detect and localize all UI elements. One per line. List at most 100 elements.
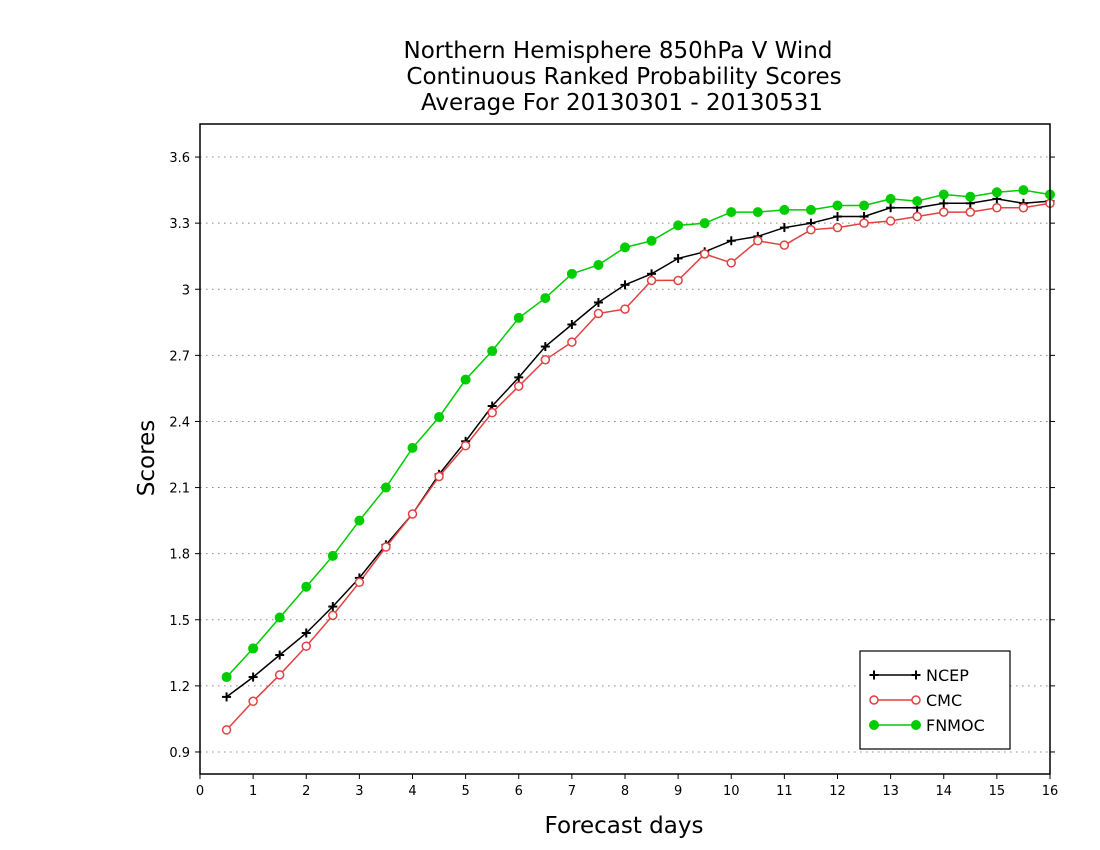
chart-title: Northern Hemisphere 850hPa V Wind Contin… bbox=[404, 38, 842, 116]
data-point-cmc bbox=[885, 216, 896, 226]
data-point-cmc bbox=[1018, 202, 1029, 213]
title-line-1: Northern Hemisphere 850hPa V Wind bbox=[404, 38, 833, 64]
data-point-ncep bbox=[567, 320, 577, 330]
data-point-fnmoc bbox=[221, 672, 232, 683]
data-point-cmc bbox=[673, 275, 683, 286]
title-line-2: Continuous Ranked Probability Scores bbox=[406, 64, 841, 90]
x-tick-label: 3 bbox=[355, 784, 363, 799]
title-line-3: Average For 20130301 - 20130531 bbox=[421, 90, 823, 116]
x-tick-label: 13 bbox=[882, 784, 899, 799]
data-point-ncep bbox=[779, 223, 789, 233]
series-line-ncep bbox=[226, 198, 1051, 698]
legend-label-ncep: NCEP bbox=[926, 666, 969, 685]
data-point-fnmoc bbox=[991, 187, 1002, 198]
x-tick-label: 16 bbox=[1042, 784, 1059, 799]
data-point-fnmoc bbox=[965, 191, 976, 202]
data-point-cmc bbox=[832, 222, 843, 233]
data-point-ncep bbox=[886, 203, 896, 213]
y-tick-label: 2.1 bbox=[169, 482, 190, 497]
data-point-fnmoc bbox=[487, 345, 498, 356]
legend-marker-ncep bbox=[869, 670, 879, 680]
data-point-ncep bbox=[275, 650, 285, 660]
data-point-cmc bbox=[248, 696, 258, 707]
data-point-fnmoc bbox=[460, 374, 471, 385]
data-point-fnmoc bbox=[885, 193, 896, 204]
data-point-cmc bbox=[407, 509, 418, 519]
data-point-fnmoc bbox=[1018, 185, 1029, 196]
data-point-ncep bbox=[328, 602, 338, 612]
x-tick-label: 12 bbox=[829, 784, 846, 799]
y-tick-label: 1.2 bbox=[169, 680, 190, 695]
data-point-cmc bbox=[593, 308, 604, 319]
x-tick-label: 14 bbox=[935, 784, 952, 799]
data-point-cmc bbox=[620, 304, 630, 314]
legend-item-cmc: CMC bbox=[869, 691, 962, 710]
data-point-fnmoc bbox=[274, 612, 285, 623]
data-point-fnmoc bbox=[540, 293, 551, 304]
data-point-fnmoc bbox=[752, 207, 763, 218]
data-point-fnmoc bbox=[593, 260, 604, 271]
data-point-cmc bbox=[514, 381, 524, 391]
data-point-cmc bbox=[274, 670, 285, 680]
data-point-fnmoc bbox=[726, 207, 737, 218]
series-points-cmc bbox=[221, 198, 1055, 735]
legend-item-fnmoc: FNMOC bbox=[869, 716, 985, 735]
series-line-fnmoc bbox=[226, 189, 1051, 678]
data-point-cmc bbox=[567, 337, 577, 347]
x-tick-label: 15 bbox=[989, 784, 1006, 799]
data-point-fnmoc bbox=[513, 312, 524, 323]
x-tick-label: 7 bbox=[568, 784, 576, 799]
legend-marker-fnmoc bbox=[869, 720, 879, 730]
data-point-ncep bbox=[593, 297, 603, 307]
legend: NCEP CMC FNMOC bbox=[859, 650, 1011, 750]
y-axis-label: Scores bbox=[134, 420, 160, 496]
data-point-cmc bbox=[779, 240, 790, 250]
data-point-cmc bbox=[699, 249, 710, 259]
series-lines bbox=[226, 189, 1051, 731]
x-axis-label: Forecast days bbox=[545, 813, 704, 839]
data-point-fnmoc bbox=[646, 235, 657, 246]
y-tick-label: 3.6 bbox=[169, 151, 190, 166]
series-markers bbox=[221, 185, 1055, 735]
data-point-fnmoc bbox=[301, 581, 312, 592]
data-point-cmc bbox=[434, 471, 444, 482]
data-point-cmc bbox=[726, 258, 736, 268]
data-point-fnmoc bbox=[673, 220, 684, 231]
data-point-ncep bbox=[222, 692, 232, 702]
y-tick-label: 0.9 bbox=[169, 746, 190, 761]
data-point-fnmoc bbox=[407, 442, 418, 453]
data-point-ncep bbox=[726, 236, 736, 246]
data-point-fnmoc bbox=[859, 200, 870, 211]
data-point-cmc bbox=[540, 355, 551, 365]
x-tick-label: 10 bbox=[723, 784, 740, 799]
data-point-cmc bbox=[753, 236, 763, 246]
data-point-fnmoc bbox=[380, 482, 391, 493]
plot-frame bbox=[199, 123, 1051, 775]
data-point-cmc bbox=[381, 542, 391, 552]
legend-label-fnmoc: FNMOC bbox=[926, 716, 985, 735]
x-tick-label: 6 bbox=[515, 784, 523, 799]
data-point-fnmoc bbox=[327, 550, 338, 561]
x-tick-label: 5 bbox=[461, 784, 469, 799]
data-point-ncep bbox=[301, 628, 311, 638]
x-tick-label: 0 bbox=[196, 784, 204, 799]
series-points-ncep bbox=[222, 194, 1055, 702]
y-tick-label: 2.7 bbox=[169, 349, 190, 364]
data-point-fnmoc bbox=[566, 268, 577, 279]
data-point-ncep bbox=[514, 372, 524, 382]
data-point-cmc bbox=[221, 725, 232, 735]
data-point-fnmoc bbox=[620, 242, 630, 253]
data-point-ncep bbox=[540, 342, 550, 352]
y-tick-label: 1.8 bbox=[169, 548, 190, 563]
data-point-fnmoc bbox=[434, 412, 445, 423]
legend-marker-cmc bbox=[869, 695, 879, 705]
legend-item-ncep: NCEP bbox=[869, 666, 969, 685]
data-point-cmc bbox=[328, 610, 338, 621]
data-point-cmc bbox=[965, 207, 976, 217]
y-tick-label: 3.3 bbox=[169, 217, 190, 232]
legend-marker-ncep bbox=[911, 670, 921, 680]
axis-ticks: 0.91.21.51.82.12.42.733.33.60 1 2 3 4 5 6 7 8 9 10… bbox=[169, 151, 1058, 799]
data-point-fnmoc bbox=[248, 643, 259, 654]
x-tick-label: 4 bbox=[408, 784, 416, 799]
